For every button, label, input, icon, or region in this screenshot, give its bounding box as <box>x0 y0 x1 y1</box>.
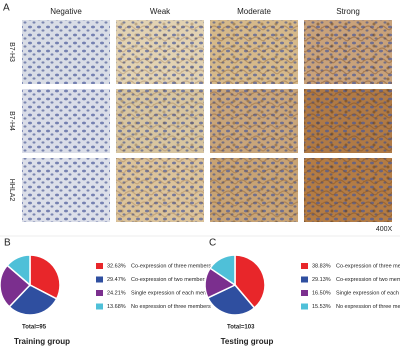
magnification: 400X <box>376 226 393 233</box>
pie-slice <box>29 254 61 300</box>
micrograph <box>210 20 298 84</box>
pie-slice <box>8 284 58 316</box>
row-label: B7-H3 <box>8 42 15 62</box>
pie-slice <box>6 254 31 287</box>
legend-swatch <box>96 263 103 269</box>
legend-swatch <box>96 290 103 296</box>
legend-label: Single expression of each member <box>336 290 400 296</box>
column-header: Negative <box>50 7 82 16</box>
row-label: HHLA2 <box>8 179 15 202</box>
total: Total=103 <box>227 325 255 331</box>
stain <box>116 89 204 153</box>
micrograph <box>304 20 392 84</box>
legend-label: Co-expression of two members <box>336 277 400 283</box>
micrograph <box>210 158 298 222</box>
legend-value: 16.50% <box>312 290 331 296</box>
image-grid <box>22 20 392 222</box>
stain <box>304 20 392 84</box>
legend-label: No expression of three members <box>131 304 211 310</box>
stain <box>210 89 298 153</box>
pie-slice <box>234 254 266 309</box>
micrograph <box>22 89 110 153</box>
legend-swatch <box>301 290 308 296</box>
total: Total=95 <box>22 325 47 331</box>
column-header: Strong <box>336 7 360 16</box>
legend-label: Co-expression of three members <box>336 263 400 269</box>
column-header: Weak <box>150 7 171 16</box>
legend-swatch <box>301 276 308 283</box>
legend-label: Co-expression of three members <box>131 263 211 269</box>
micrograph <box>116 158 204 222</box>
legend-label: Co-expression of two members <box>131 277 207 283</box>
pie-slice <box>0 264 32 308</box>
legend-swatch <box>301 263 308 269</box>
legend-value: 24.21% <box>107 290 126 296</box>
nuclei <box>22 158 110 222</box>
legend-label: No expression of three members <box>336 304 400 310</box>
legend-label: Single expression of each member <box>131 290 216 296</box>
legend-value: 13.68% <box>107 304 126 310</box>
legend-value: 15.53% <box>312 304 331 310</box>
stain <box>116 158 204 222</box>
nuclei <box>22 89 110 153</box>
legend-value: 29.47% <box>107 277 126 283</box>
nuclei <box>22 20 110 84</box>
stain <box>210 158 298 222</box>
stain <box>116 20 204 84</box>
micrograph <box>210 89 298 153</box>
micrograph <box>22 158 110 222</box>
legend-value: 38.83% <box>312 263 331 269</box>
legend-swatch <box>301 303 308 310</box>
column-header: Moderate <box>237 7 271 16</box>
row-label: B7-H4 <box>8 111 15 131</box>
stain <box>304 89 392 153</box>
micrograph <box>304 89 392 153</box>
pies: B 32.63% Co-expression of three members 29.… <box>0 238 400 346</box>
panel-label: A <box>3 3 10 14</box>
stain <box>304 158 392 222</box>
micrograph <box>22 20 110 84</box>
legend-value: 32.63% <box>107 263 126 269</box>
stain <box>210 20 298 84</box>
micrograph <box>116 20 204 84</box>
pie-slice <box>209 254 236 287</box>
group-title: Testing group <box>221 337 274 346</box>
micrograph <box>304 158 392 222</box>
group-title: Training group <box>14 337 70 346</box>
panel-label: B <box>4 238 11 249</box>
legend-swatch <box>96 276 103 283</box>
panel-label: C <box>209 238 216 249</box>
legend-swatch <box>96 303 103 310</box>
legend-value: 29.13% <box>312 277 331 283</box>
micrograph <box>116 89 204 153</box>
